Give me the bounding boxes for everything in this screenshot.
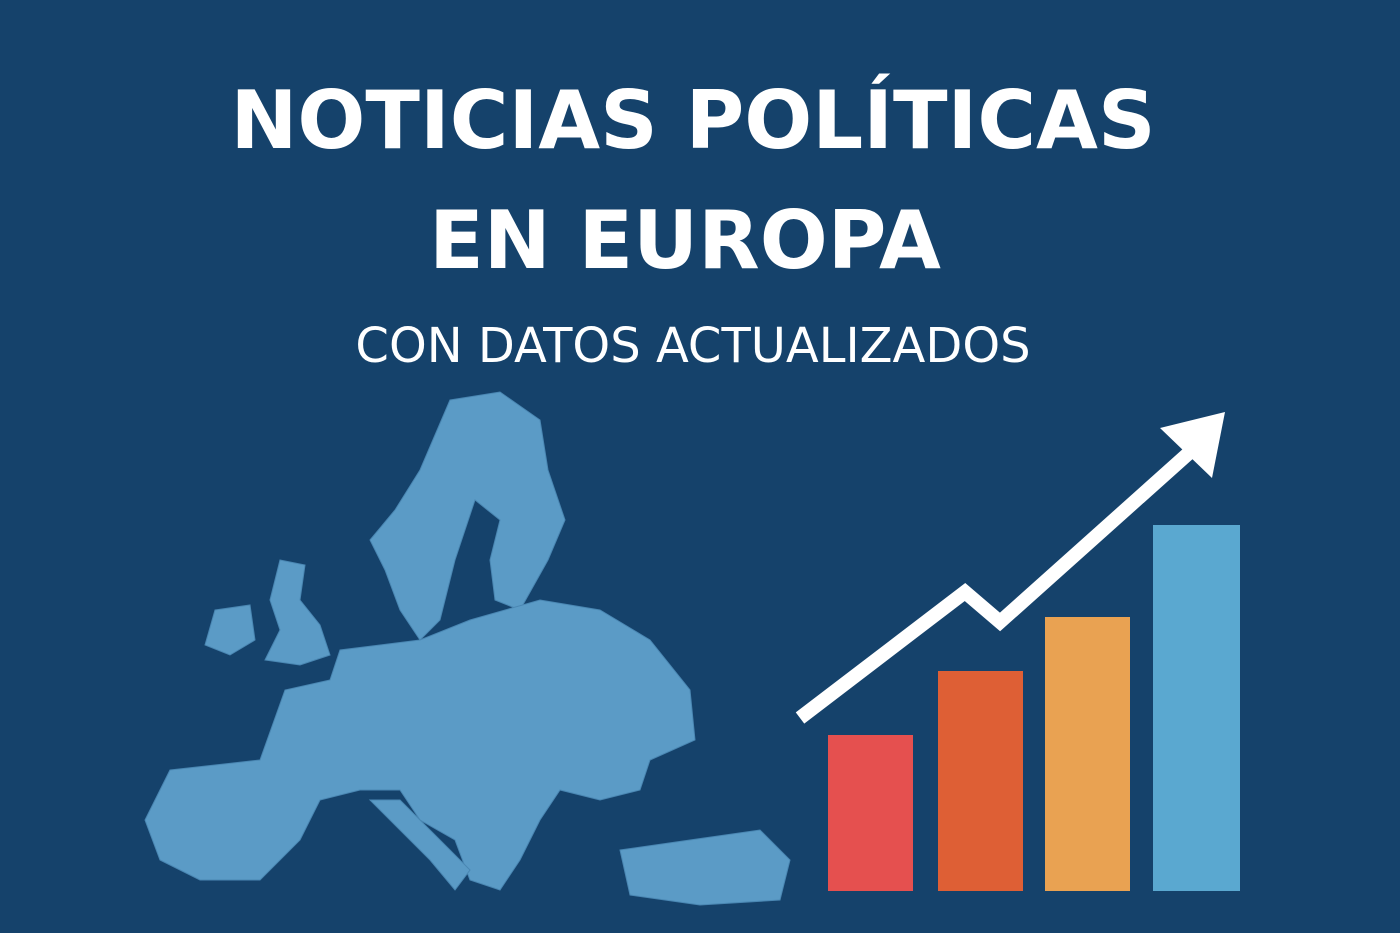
great-britain bbox=[264, 559, 331, 666]
ireland bbox=[204, 604, 256, 656]
trend-arrow bbox=[795, 412, 1225, 724]
bar bbox=[938, 671, 1023, 891]
bar bbox=[1045, 617, 1130, 891]
arrow-head bbox=[1160, 412, 1225, 478]
italy bbox=[368, 799, 471, 891]
subtitle: CON DATOS ACTUALIZADOS bbox=[355, 318, 1030, 374]
bar-graphic bbox=[828, 525, 1240, 891]
title-line: NOTICIAS POLÍTICAS bbox=[230, 73, 1155, 167]
title-line: EN EUROPA bbox=[429, 194, 941, 287]
bar bbox=[1153, 525, 1240, 891]
bar bbox=[828, 735, 913, 891]
turkey bbox=[619, 829, 791, 906]
scandinavia bbox=[369, 391, 566, 641]
trend-line bbox=[795, 446, 1195, 724]
europe-map bbox=[144, 391, 791, 906]
mainland bbox=[144, 599, 696, 891]
